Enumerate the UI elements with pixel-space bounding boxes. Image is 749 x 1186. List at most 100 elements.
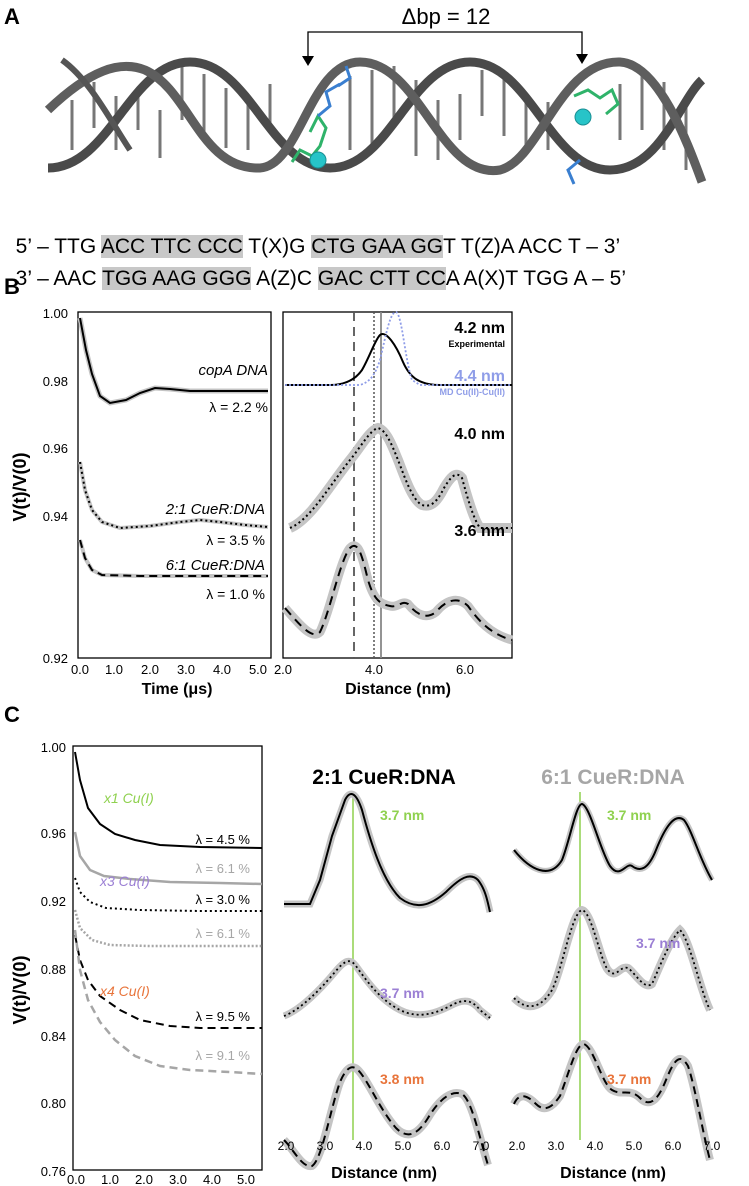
b-dist-xlabel: Distance (nm) bbox=[345, 681, 451, 698]
b-ytick: 1.00 bbox=[43, 306, 68, 321]
b-time-xlabel: Time (μs) bbox=[142, 681, 213, 698]
b-dist-md-value: 4.4 nm bbox=[454, 368, 505, 385]
b-dist-21-value: 4.0 nm bbox=[454, 426, 505, 443]
seq-bottom-highlight: GAC CTT CC bbox=[317, 267, 446, 290]
c-x1-label: x1 Cu(I) bbox=[103, 790, 154, 806]
c-xtick: 5.0 bbox=[237, 1172, 255, 1186]
c-title-61: 6:1 CueR:DNA bbox=[541, 766, 685, 789]
c-61-dtick: 2.0 bbox=[509, 1139, 526, 1153]
c-lambda: λ = 6.1 % bbox=[195, 861, 250, 876]
panel-b-time-frame bbox=[77, 311, 272, 659]
b-dtick: 2.0 bbox=[274, 662, 292, 677]
c-21-dtick: 4.0 bbox=[356, 1139, 373, 1153]
c-61-dtick: 4.0 bbox=[587, 1139, 604, 1153]
b-xtick: 2.0 bbox=[141, 662, 159, 677]
seq-bottom-part: A A(X)T TGG A – 5’ bbox=[445, 267, 627, 290]
delta-bp-label: Δbp = 12 bbox=[402, 4, 491, 29]
c-21-dtick: 5.0 bbox=[395, 1139, 412, 1153]
c-lambda: λ = 3.0 % bbox=[195, 892, 250, 907]
panel-b-distance-traces bbox=[281, 311, 514, 658]
seq-bottom-part: 3’ – AAC bbox=[15, 267, 103, 290]
c-21-xlabel: Distance (nm) bbox=[331, 1165, 437, 1182]
c-xtick: 3.0 bbox=[169, 1172, 187, 1186]
c-lambda: λ = 9.5 % bbox=[195, 1009, 250, 1024]
panel-b-time-ticks: 0.0 1.0 2.0 3.0 4.0 5.0 bbox=[71, 662, 267, 677]
c-21-peak: 3.7 nm bbox=[380, 985, 424, 1001]
panel-c-time-ticks: 0.0 1.0 2.0 3.0 4.0 5.0 bbox=[67, 1172, 255, 1186]
c-xtick: 1.0 bbox=[101, 1172, 119, 1186]
b-ytick: 0.94 bbox=[43, 509, 68, 524]
panel-b-trace-labels: copA DNA λ = 2.2 % 2:1 CueR:DNA λ = 3.5 … bbox=[165, 362, 268, 602]
bracket-arrow-right bbox=[576, 54, 588, 64]
delta-bp-bracket bbox=[307, 31, 583, 62]
panel-c-time-frame bbox=[72, 745, 263, 1171]
panel-c-cu-labels: x1 Cu(I) x3 Cu(I) x4 Cu(I) bbox=[99, 790, 154, 999]
panel-b-distance-ticks: 2.0 4.0 6.0 bbox=[274, 662, 474, 677]
b-dtick: 4.0 bbox=[365, 662, 383, 677]
b-21-lambda: λ = 3.5 % bbox=[206, 532, 265, 548]
c-ytick: 0.88 bbox=[41, 962, 66, 977]
c-ytick: 0.84 bbox=[41, 1029, 66, 1044]
b-xtick: 5.0 bbox=[249, 662, 267, 677]
cu-site-right bbox=[566, 87, 620, 185]
sequence-bottom: 3’ – AAC TGG AAG GGG A(Z)C GAC CTT CCA A… bbox=[4, 240, 626, 292]
c-ytick: 1.00 bbox=[41, 740, 66, 755]
c-lambda: λ = 6.1 % bbox=[195, 926, 250, 941]
c-21-peak: 3.8 nm bbox=[380, 1071, 424, 1087]
b-ytick: 0.92 bbox=[43, 651, 68, 666]
c-21-dtick: 7.0 bbox=[473, 1139, 490, 1153]
c-61-peak: 3.7 nm bbox=[607, 807, 651, 823]
b-copa-lambda: λ = 2.2 % bbox=[209, 399, 268, 415]
c-61-ticks: 2.0 3.0 4.0 5.0 6.0 7.0 bbox=[509, 1139, 721, 1153]
c-61-traces bbox=[510, 800, 715, 1162]
c-61-dtick: 6.0 bbox=[665, 1139, 682, 1153]
seq-top-highlight: CTG GAA GG bbox=[311, 235, 444, 258]
seq-top-part: T(X)G bbox=[242, 235, 312, 258]
b-xtick: 1.0 bbox=[105, 662, 123, 677]
b-61-label: 6:1 CueR:DNA bbox=[166, 557, 265, 574]
b-xtick: 3.0 bbox=[177, 662, 195, 677]
dna-helix bbox=[44, 57, 707, 184]
b-21-label: 2:1 CueR:DNA bbox=[165, 501, 265, 518]
c-ytick: 0.96 bbox=[41, 826, 66, 841]
b-61-lambda: λ = 1.0 % bbox=[206, 586, 265, 602]
c-21-peak: 3.7 nm bbox=[380, 807, 424, 823]
c-61-dtick: 3.0 bbox=[548, 1139, 565, 1153]
seq-bottom-highlight: TGG AAG GGG bbox=[102, 267, 252, 290]
c-21-traces bbox=[281, 790, 494, 1171]
c-title-21: 2:1 CueR:DNA bbox=[312, 766, 456, 789]
seq-bottom-part: A(Z)C bbox=[251, 267, 318, 290]
c-ytick: 0.76 bbox=[41, 1164, 66, 1179]
b-copa-label: copA DNA bbox=[199, 362, 268, 379]
c-61-peak: 3.7 nm bbox=[636, 935, 680, 951]
panel-c-y-ticks: 1.00 0.96 0.92 0.88 0.84 0.80 0.76 bbox=[41, 740, 66, 1179]
panel-b-y-ticks: 1.00 0.98 0.96 0.94 0.92 bbox=[43, 306, 68, 666]
panel-b-label: B bbox=[4, 274, 20, 299]
sequence-top: 5’ – TTG ACC TTC CCC T(X)G CTG GAA GGT T… bbox=[4, 208, 620, 260]
b-xtick: 0.0 bbox=[71, 662, 89, 677]
c-ytick: 0.92 bbox=[41, 894, 66, 909]
panel-b-distance-labels: 4.2 nm Experimental 4.4 nm MD Cu(II)-Cu(… bbox=[440, 320, 505, 540]
b-dist-exp-value: 4.2 nm bbox=[454, 320, 505, 337]
cu-site-left bbox=[290, 65, 352, 169]
c-61-peak-labels: 3.7 nm 3.7 nm 3.7 nm bbox=[607, 807, 680, 1087]
seq-top-part: T T(Z)A ACC T – 3’ bbox=[443, 235, 621, 258]
c-21-dtick: 6.0 bbox=[434, 1139, 451, 1153]
panel-c-label: C bbox=[4, 702, 20, 727]
panel-b-ylabel: V(t)/V(0) bbox=[10, 453, 30, 522]
seq-top-part: 5’ – TTG bbox=[15, 235, 101, 258]
seq-top-highlight: ACC TTC CCC bbox=[100, 235, 243, 258]
b-ytick: 0.98 bbox=[43, 374, 68, 389]
c-xtick: 2.0 bbox=[135, 1172, 153, 1186]
b-ytick: 0.96 bbox=[43, 441, 68, 456]
c-61-peak: 3.7 nm bbox=[607, 1071, 651, 1087]
bracket-arrow-left bbox=[302, 56, 314, 66]
panel-c-time-traces bbox=[73, 751, 263, 1076]
c-x4-label: x4 Cu(I) bbox=[99, 983, 150, 999]
c-21-peak-labels: 3.7 nm 3.7 nm 3.8 nm bbox=[380, 807, 424, 1087]
panel-b-time-traces bbox=[77, 317, 269, 578]
c-61-xlabel: Distance (nm) bbox=[560, 1165, 666, 1182]
c-lambda: λ = 9.1 % bbox=[195, 1048, 250, 1063]
c-61-dtick: 5.0 bbox=[626, 1139, 643, 1153]
